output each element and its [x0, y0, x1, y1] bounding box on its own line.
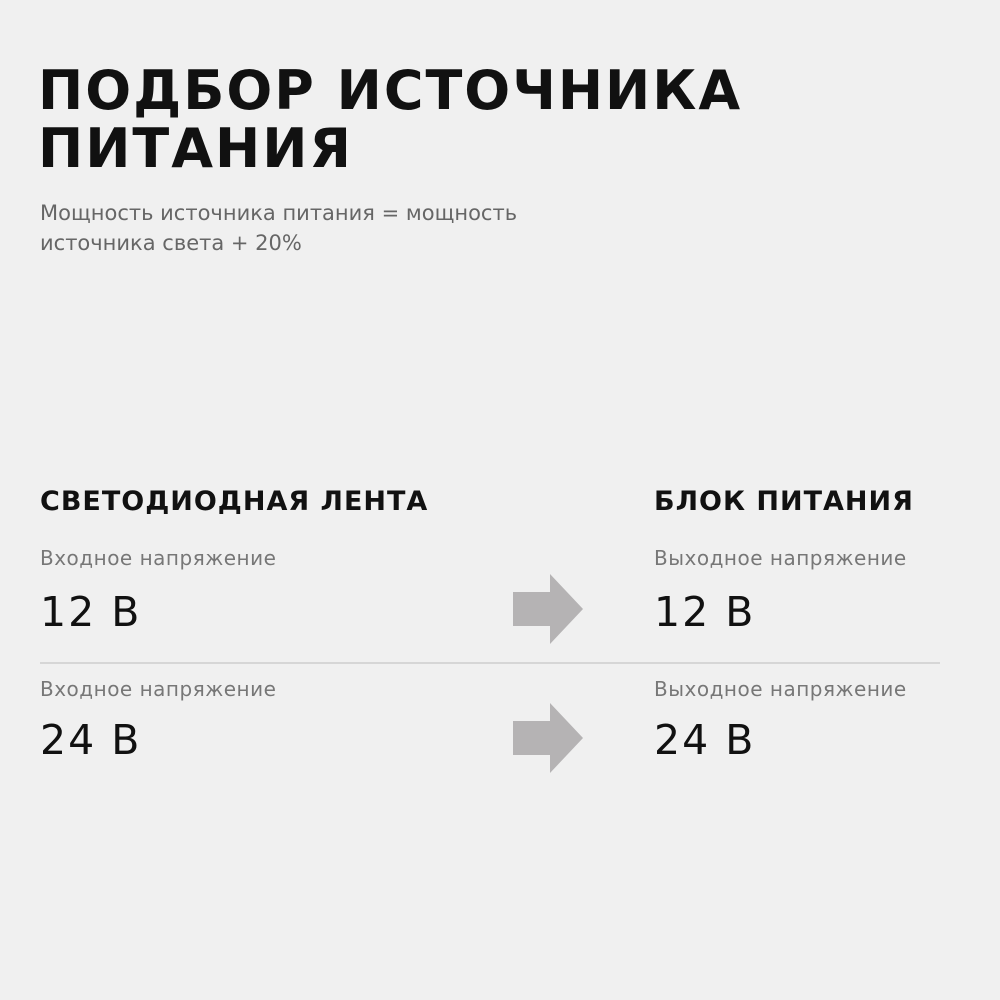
output-voltage-label: Выходное напряжение: [654, 677, 907, 701]
subtitle: Мощность источника питания = мощность ис…: [40, 198, 517, 258]
arrow-right-icon: [513, 703, 583, 773]
led-strip-header: СВЕТОДИОДНАЯ ЛЕНТА: [40, 486, 429, 517]
subtitle-line-2: источника света + 20%: [40, 231, 302, 255]
divider: [40, 662, 940, 664]
output-voltage-label: Выходное напряжение: [654, 546, 907, 570]
power-supply-header: БЛОК ПИТАНИЯ: [654, 486, 914, 517]
subtitle-line-1: Мощность источника питания = мощность: [40, 201, 518, 225]
input-voltage-label: Входное напряжение: [40, 677, 277, 701]
arrow-right-icon: [513, 574, 583, 644]
page-title: ПОДБОР ИСТОЧНИКА ПИТАНИЯ: [38, 62, 742, 178]
output-voltage-value: 12 В: [654, 588, 756, 636]
title-line-1: ПОДБОР ИСТОЧНИКА: [38, 59, 743, 122]
input-voltage-value: 24 В: [40, 716, 142, 764]
title-line-2: ПИТАНИЯ: [38, 117, 353, 180]
input-voltage-value: 12 В: [40, 588, 142, 636]
output-voltage-value: 24 В: [654, 716, 756, 764]
input-voltage-label: Входное напряжение: [40, 546, 277, 570]
